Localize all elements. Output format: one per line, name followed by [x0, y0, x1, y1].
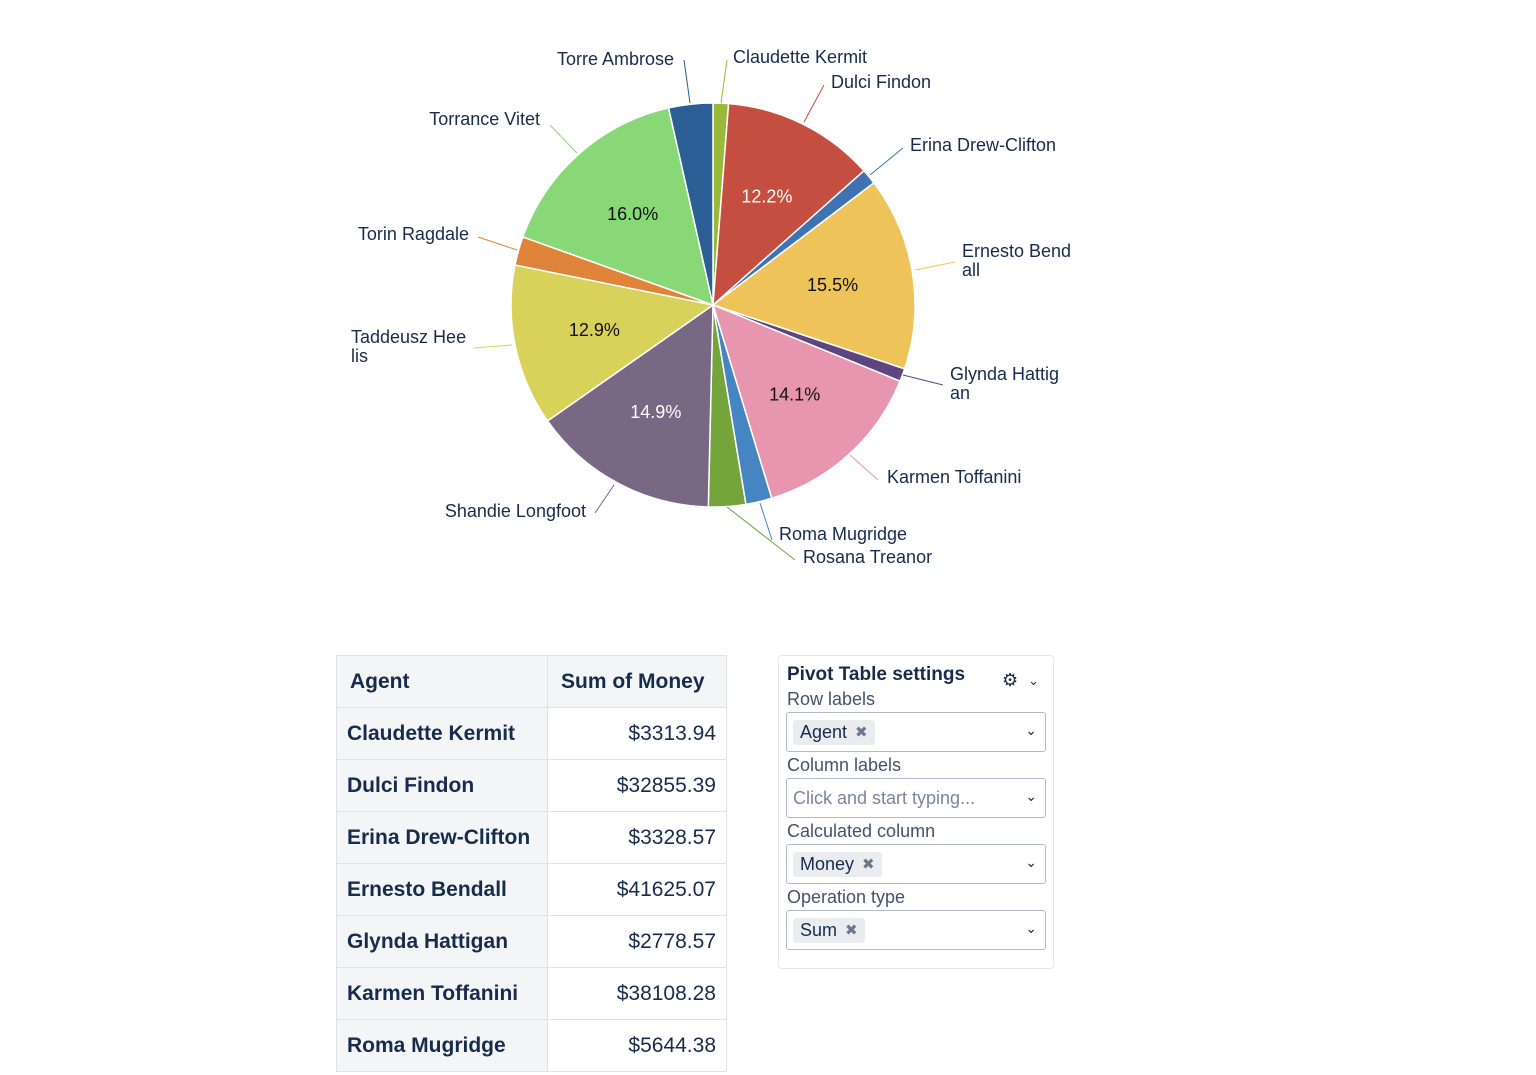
agent-cell: Dulci Findon	[336, 759, 548, 812]
agent-cell: Ernesto Bendall	[336, 863, 548, 916]
slice-percent-label: 15.5%	[807, 275, 858, 295]
leader-line	[726, 506, 796, 561]
table-row: Roma Mugridge $5644.38	[336, 1019, 727, 1072]
pie-slice[interactable]	[711, 181, 916, 370]
slice-label: Glynda Hattig an	[950, 364, 1059, 403]
slice-label: Erina Drew-Clifton	[910, 135, 1056, 155]
chip-label: Agent	[800, 721, 848, 742]
pie-slice[interactable]	[510, 264, 715, 422]
table-row: Claudette Kermit $3313.94	[336, 707, 727, 760]
calculated-column-select[interactable]: Money ✖ ⌄	[786, 844, 1046, 884]
chevron-down-icon[interactable]: ⌄	[1025, 920, 1037, 936]
money-cell: $2778.57	[547, 915, 727, 968]
agent-cell: Roma Mugridge	[336, 1019, 548, 1072]
slice-label: Taddeusz Hee lis	[351, 327, 466, 366]
slice-label: Torre Ambrose	[557, 49, 674, 69]
leader-line	[472, 344, 513, 349]
slice-label: Roma Mugridge	[779, 524, 907, 544]
leader-line	[720, 59, 728, 104]
pie-slice[interactable]	[711, 303, 902, 500]
chevron-down-icon[interactable]: ⌄	[1025, 722, 1037, 738]
row-labels-label: Row labels	[787, 689, 876, 709]
leader-line	[803, 84, 825, 123]
slice-label: Torrance Vitet	[429, 109, 540, 129]
column-labels-placeholder[interactable]: Click and start typing...	[793, 787, 976, 808]
remove-icon[interactable]: ✖	[862, 856, 875, 873]
pie-slice[interactable]	[712, 102, 865, 307]
pivot-settings-panel: Pivot Table settings ⚙ ⌄ Row labels Agen…	[778, 655, 1054, 969]
money-cell: $3328.57	[547, 811, 727, 864]
leader-line	[594, 484, 615, 514]
chevron-down-icon[interactable]: ⌄	[1025, 854, 1037, 870]
slice-label: Ernesto Bend all	[962, 241, 1071, 280]
money-cell: $3313.94	[547, 707, 727, 760]
agent-cell: Glynda Hattigan	[336, 915, 548, 968]
table-row: Ernesto Bendall $41625.07	[336, 863, 727, 916]
slice-percent-label: 12.2%	[741, 186, 792, 206]
pie-slice[interactable]	[521, 107, 715, 307]
pivot-table: Agent Sum of Money Claudette Kermit $3313…	[336, 655, 727, 1072]
calculated-column-label: Calculated column	[787, 821, 936, 841]
slice-percent-label: 14.1%	[769, 385, 820, 405]
pie-slice[interactable]	[667, 102, 714, 306]
table-row: Dulci Findon $32855.39	[336, 759, 727, 812]
chip-label: Sum	[800, 919, 838, 940]
chip-label: Money	[800, 853, 855, 874]
table-row: Erina Drew-Clifton $3328.57	[336, 811, 727, 864]
operation-type-label: Operation type	[787, 887, 906, 907]
leader-line	[683, 59, 691, 104]
slice-label: Rosana Treanor	[803, 547, 932, 567]
leader-line	[477, 236, 518, 251]
slice-label: Torin Ragdale	[358, 224, 469, 244]
column-labels-select[interactable]: Click and start typing... ⌄	[786, 778, 1046, 818]
agent-cell: Claudette Kermit	[336, 707, 548, 760]
settings-title: Pivot Table settings	[787, 664, 966, 685]
leader-line	[902, 374, 944, 386]
leader-line	[849, 454, 879, 481]
gear-icon[interactable]: ⚙	[1001, 670, 1019, 690]
table-row: Glynda Hattigan $2778.57	[336, 915, 727, 968]
money-cell: $5644.38	[547, 1019, 727, 1072]
slice-percent-label: 16.0%	[607, 204, 658, 224]
slice-label: Claudette Kermit	[733, 47, 867, 67]
money-cell: $32855.39	[547, 759, 727, 812]
header-agent: Agent	[336, 655, 548, 708]
row-labels-select[interactable]: Agent ✖ ⌄	[786, 712, 1046, 752]
agent-chip: Agent ✖	[793, 719, 875, 745]
table-row: Karmen Toffanini $38108.28	[336, 967, 727, 1020]
remove-icon[interactable]: ✖	[855, 724, 868, 741]
leader-line	[914, 261, 956, 271]
slice-percent-label: 12.9%	[569, 320, 620, 340]
sum-chip: Sum ✖	[793, 917, 865, 943]
slice-label: Shandie Longfoot	[445, 501, 586, 521]
leader-line	[759, 502, 773, 541]
money-cell: $41625.07	[547, 863, 727, 916]
leader-line	[869, 147, 904, 176]
header-sum-of-money: Sum of Money	[547, 655, 727, 708]
operation-type-select[interactable]: Sum ✖ ⌄	[786, 910, 1046, 950]
chevron-down-icon[interactable]: ⌄	[1025, 788, 1037, 804]
slice-percent-label: 14.9%	[630, 402, 681, 422]
pie-chart: Claudette Kermit 12.2% Dulci Findon Erina D…	[351, 47, 1071, 567]
remove-icon[interactable]: ✖	[845, 922, 858, 939]
slice-label: Dulci Findon	[831, 72, 931, 92]
chevron-down-icon[interactable]: ⌄	[1028, 672, 1039, 688]
slice-label: Karmen Toffanini	[887, 467, 1021, 487]
column-labels-label: Column labels	[787, 755, 902, 775]
leader-line	[549, 124, 578, 154]
agent-cell: Erina Drew-Clifton	[336, 811, 548, 864]
money-cell: $38108.28	[547, 967, 727, 1020]
money-chip: Money ✖	[793, 851, 882, 877]
pie-slice[interactable]	[546, 303, 714, 508]
agent-cell: Karmen Toffanini	[336, 967, 548, 1020]
